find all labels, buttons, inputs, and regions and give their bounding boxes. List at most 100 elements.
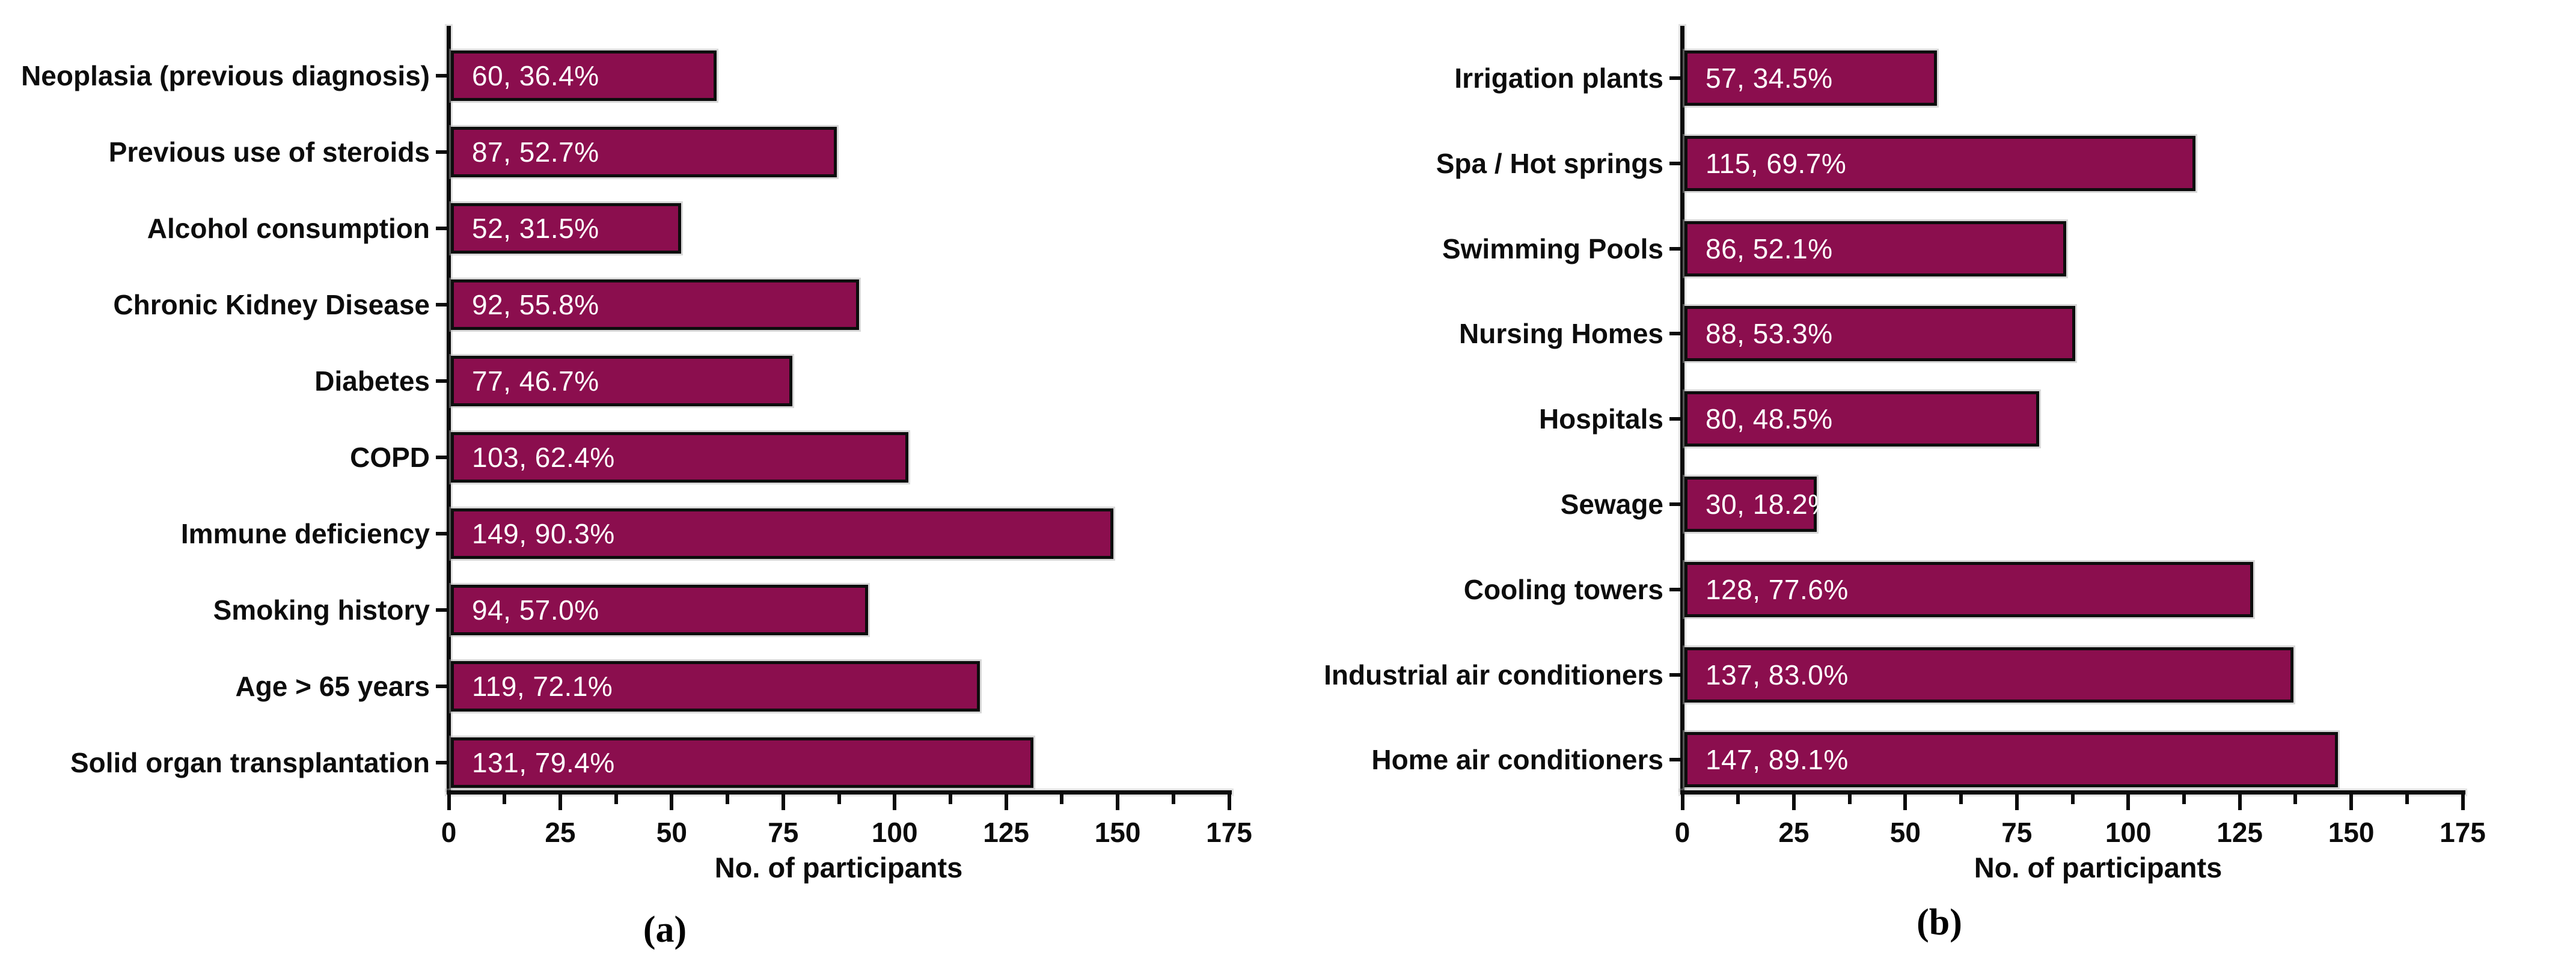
category-tick bbox=[1669, 758, 1680, 762]
category-label: Alcohol consumption bbox=[147, 213, 430, 244]
category-tick bbox=[1669, 673, 1680, 677]
x-axis-tick-label: 50 bbox=[656, 817, 687, 848]
category-tick bbox=[1669, 76, 1680, 80]
x-axis-tick-label: 0 bbox=[441, 817, 457, 848]
category-label: Sewage bbox=[1560, 489, 1663, 520]
category-label: Home air conditioners bbox=[1371, 744, 1663, 776]
x-axis-major-tick bbox=[1004, 795, 1008, 810]
category-tick bbox=[1669, 332, 1680, 336]
bar-value-label: 103, 62.4% bbox=[472, 442, 615, 473]
x-axis-minor-tick bbox=[2293, 795, 2298, 804]
bar-value-label: 88, 53.3% bbox=[1706, 318, 1833, 350]
x-axis-major-tick bbox=[1680, 795, 1684, 810]
category-label: Chronic Kidney Disease bbox=[113, 289, 430, 320]
x-axis-tick-label: 0 bbox=[1674, 817, 1690, 848]
category-tick bbox=[436, 379, 447, 383]
x-axis-tick-label: 100 bbox=[2105, 817, 2152, 848]
bar: 92, 55.8% bbox=[451, 279, 860, 330]
category-label: Hospitals bbox=[1538, 403, 1663, 435]
x-axis-minor-tick bbox=[1060, 795, 1064, 804]
category-label: Solid organ transplantation bbox=[70, 747, 430, 778]
x-axis-title: No. of participants bbox=[1974, 852, 2223, 883]
category-label: COPD bbox=[350, 442, 430, 473]
bar: 94, 57.0% bbox=[451, 585, 869, 635]
x-axis-major-tick bbox=[1116, 795, 1120, 810]
x-axis-tick-label: 175 bbox=[1206, 817, 1252, 848]
bar: 80, 48.5% bbox=[1684, 391, 2040, 447]
bar-value-label: 86, 52.1% bbox=[1706, 233, 1833, 264]
x-axis-tick-label: 25 bbox=[1778, 817, 1810, 848]
y-axis-spine bbox=[1680, 26, 1684, 790]
category-tick bbox=[436, 608, 447, 612]
x-axis-tick-label: 150 bbox=[2328, 817, 2375, 848]
x-axis-major-tick bbox=[670, 795, 674, 810]
category-tick bbox=[1669, 587, 1680, 591]
x-axis-minor-tick bbox=[503, 795, 507, 804]
x-axis-major-tick bbox=[893, 795, 897, 810]
bar: 87, 52.7% bbox=[451, 127, 837, 177]
x-axis-tick-label: 50 bbox=[1889, 817, 1921, 848]
bar: 137, 83.0% bbox=[1684, 647, 2294, 703]
bar-value-label: 30, 18.2% bbox=[1706, 489, 1833, 520]
x-axis-major-tick bbox=[781, 795, 785, 810]
bar: 52, 31.5% bbox=[451, 203, 681, 254]
bar-value-label: 149, 90.3% bbox=[472, 518, 615, 549]
x-axis-major-tick bbox=[2461, 795, 2465, 810]
category-label: Industrial air conditioners bbox=[1324, 659, 1663, 691]
x-axis-tick-label: 75 bbox=[2001, 817, 2033, 848]
bar-value-label: 80, 48.5% bbox=[1706, 403, 1833, 435]
bar-value-label: 52, 31.5% bbox=[472, 213, 599, 244]
x-axis-tick-label: 150 bbox=[1094, 817, 1141, 848]
bar: 30, 18.2% bbox=[1684, 477, 1832, 532]
category-tick bbox=[436, 150, 447, 154]
x-axis-major-tick bbox=[1903, 795, 1908, 810]
category-tick bbox=[436, 227, 447, 230]
bar: 57, 34.5% bbox=[1684, 50, 1937, 106]
x-axis-tick-label: 125 bbox=[983, 817, 1030, 848]
x-axis-minor-tick bbox=[726, 795, 730, 804]
category-tick bbox=[1669, 161, 1680, 165]
category-label: Cooling towers bbox=[1463, 573, 1663, 605]
x-axis-spine bbox=[447, 790, 1232, 795]
bar-value-label: 147, 89.1% bbox=[1706, 744, 1849, 776]
category-tick bbox=[1669, 502, 1680, 506]
bar: 128, 77.6% bbox=[1684, 561, 2254, 617]
x-axis-major-tick bbox=[2349, 795, 2354, 810]
x-axis-title: No. of participants bbox=[714, 852, 963, 883]
y-axis-spine bbox=[447, 26, 451, 790]
bar-value-label: 94, 57.0% bbox=[472, 594, 599, 626]
category-label: Neoplasia (previous diagnosis) bbox=[21, 60, 430, 91]
category-tick bbox=[436, 532, 447, 535]
bar-value-label: 119, 72.1% bbox=[472, 671, 613, 702]
category-tick bbox=[436, 685, 447, 688]
bar: 149, 90.3% bbox=[451, 508, 1114, 559]
category-label: Diabetes bbox=[314, 365, 430, 397]
bar: 103, 62.4% bbox=[451, 432, 908, 483]
x-axis-minor-tick bbox=[2070, 795, 2075, 804]
bar-value-label: 57, 34.5% bbox=[1706, 63, 1833, 94]
x-axis-minor-tick bbox=[2182, 795, 2186, 804]
category-label: Swimming Pools bbox=[1442, 233, 1663, 264]
bar: 147, 89.1% bbox=[1684, 732, 2339, 788]
category-tick bbox=[436, 456, 447, 459]
bar: 60, 36.4% bbox=[451, 50, 717, 101]
bar-value-label: 137, 83.0% bbox=[1706, 659, 1849, 691]
category-label: Age > 65 years bbox=[235, 671, 430, 702]
bar: 115, 69.7% bbox=[1684, 135, 2195, 191]
category-tick bbox=[436, 761, 447, 764]
x-axis-tick-label: 25 bbox=[545, 817, 576, 848]
x-axis-major-tick bbox=[1791, 795, 1796, 810]
x-axis-spine bbox=[1680, 790, 2465, 795]
bar: 88, 53.3% bbox=[1684, 306, 2075, 362]
category-label: Irrigation plants bbox=[1454, 63, 1663, 94]
bar-value-label: 92, 55.8% bbox=[472, 289, 599, 320]
category-label: Nursing Homes bbox=[1459, 318, 1663, 350]
x-axis-major-tick bbox=[558, 795, 562, 810]
x-axis-minor-tick bbox=[614, 795, 618, 804]
bar: 77, 46.7% bbox=[451, 356, 793, 406]
category-label: Previous use of steroids bbox=[108, 136, 430, 168]
x-axis-minor-tick bbox=[948, 795, 952, 804]
bar-value-label: 115, 69.7% bbox=[1706, 147, 1847, 179]
category-label: Smoking history bbox=[213, 594, 430, 626]
